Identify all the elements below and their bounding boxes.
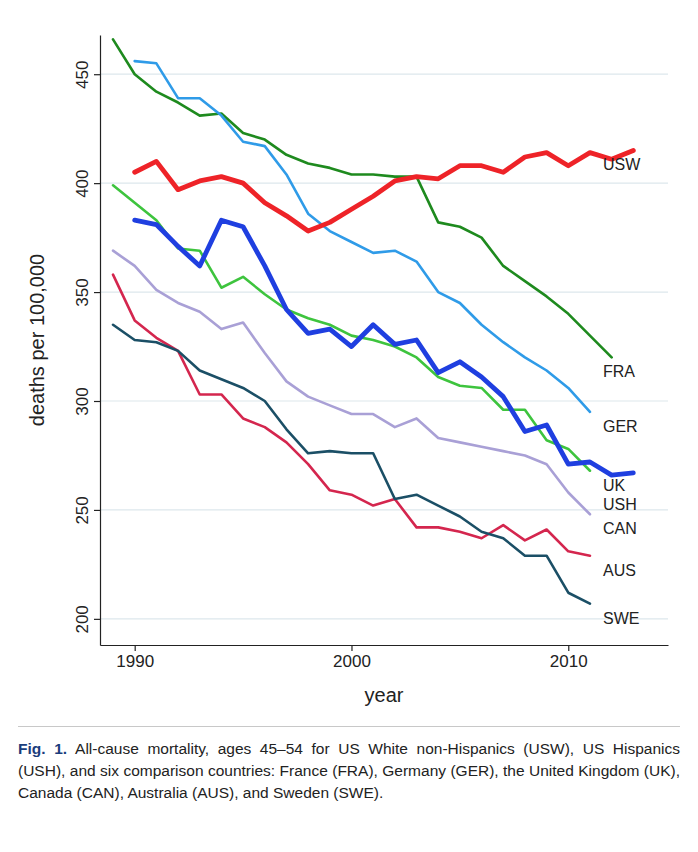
series-line — [113, 325, 590, 604]
series-label: AUS — [603, 562, 636, 579]
grid-line — [100, 400, 668, 401]
y-axis-line — [100, 36, 101, 646]
x-tick-mark — [135, 645, 136, 651]
chart: 200 250 300 350 400 450 1990 2000 2010 year deaths… — [0, 0, 698, 720]
series-label: SWE — [603, 610, 639, 627]
x-tick-mark — [351, 645, 352, 651]
y-tick-label: 350 — [73, 278, 92, 306]
series-label: UK — [603, 477, 626, 494]
series-line — [135, 150, 634, 231]
grid-line — [100, 509, 668, 510]
y-tick-label: 400 — [73, 169, 92, 197]
series-line — [113, 251, 590, 515]
series-line — [135, 220, 634, 475]
x-tick-label: 2010 — [550, 652, 588, 671]
caption-label: Fig. 1. — [18, 740, 67, 757]
series-line — [113, 39, 612, 357]
y-axis-title: deaths per 100,000 — [26, 254, 48, 426]
y-tick: 400 — [73, 169, 100, 197]
grid-line — [100, 74, 668, 75]
separator — [18, 726, 680, 727]
y-tick-label: 250 — [73, 496, 92, 524]
grid — [100, 74, 668, 619]
y-tick: 300 — [73, 387, 100, 415]
x-tick-label: 1990 — [116, 652, 154, 671]
series-label: USW — [603, 156, 641, 173]
grid-line — [100, 618, 668, 619]
x-axis-line — [101, 645, 669, 646]
y-tick: 200 — [73, 605, 100, 633]
y-tick: 350 — [73, 278, 100, 306]
x-tick: 1990 — [116, 645, 154, 671]
caption: Fig. 1.All-cause mortality, ages 45–54 f… — [18, 738, 680, 804]
y-tick-mark — [94, 183, 100, 184]
x-tick-label: 2000 — [333, 652, 371, 671]
y-tick-mark — [94, 619, 100, 620]
y-tick: 250 — [73, 496, 100, 524]
x-axis-title: year — [365, 684, 404, 706]
y-tick-label: 300 — [73, 387, 92, 415]
y-tick-mark — [94, 292, 100, 293]
x-tick-mark — [568, 645, 569, 651]
series-label: USH — [603, 496, 637, 513]
y-tick-label: 450 — [73, 61, 92, 89]
grid-line — [100, 183, 668, 184]
x-tick: 2010 — [550, 645, 588, 671]
series-line — [113, 185, 590, 470]
y-axis: 200 250 300 350 400 450 — [73, 36, 101, 646]
x-axis: 1990 2000 2010 — [101, 645, 669, 671]
lines — [113, 39, 633, 603]
y-tick-mark — [94, 74, 100, 75]
y-tick-mark — [94, 401, 100, 402]
caption-text: All-cause mortality, ages 45–54 for US W… — [18, 740, 680, 801]
series-label: CAN — [603, 520, 637, 537]
x-tick: 2000 — [333, 645, 371, 671]
y-tick: 450 — [73, 61, 100, 89]
grid-line — [100, 291, 668, 292]
y-tick-label: 200 — [73, 605, 92, 633]
series-labels: USW FRA GER UK USH CAN AUS SWE — [603, 156, 641, 626]
series-line — [135, 61, 590, 412]
series-line — [113, 275, 590, 556]
series-label: FRA — [603, 363, 635, 380]
series-label: GER — [603, 418, 638, 435]
y-tick-mark — [94, 510, 100, 511]
